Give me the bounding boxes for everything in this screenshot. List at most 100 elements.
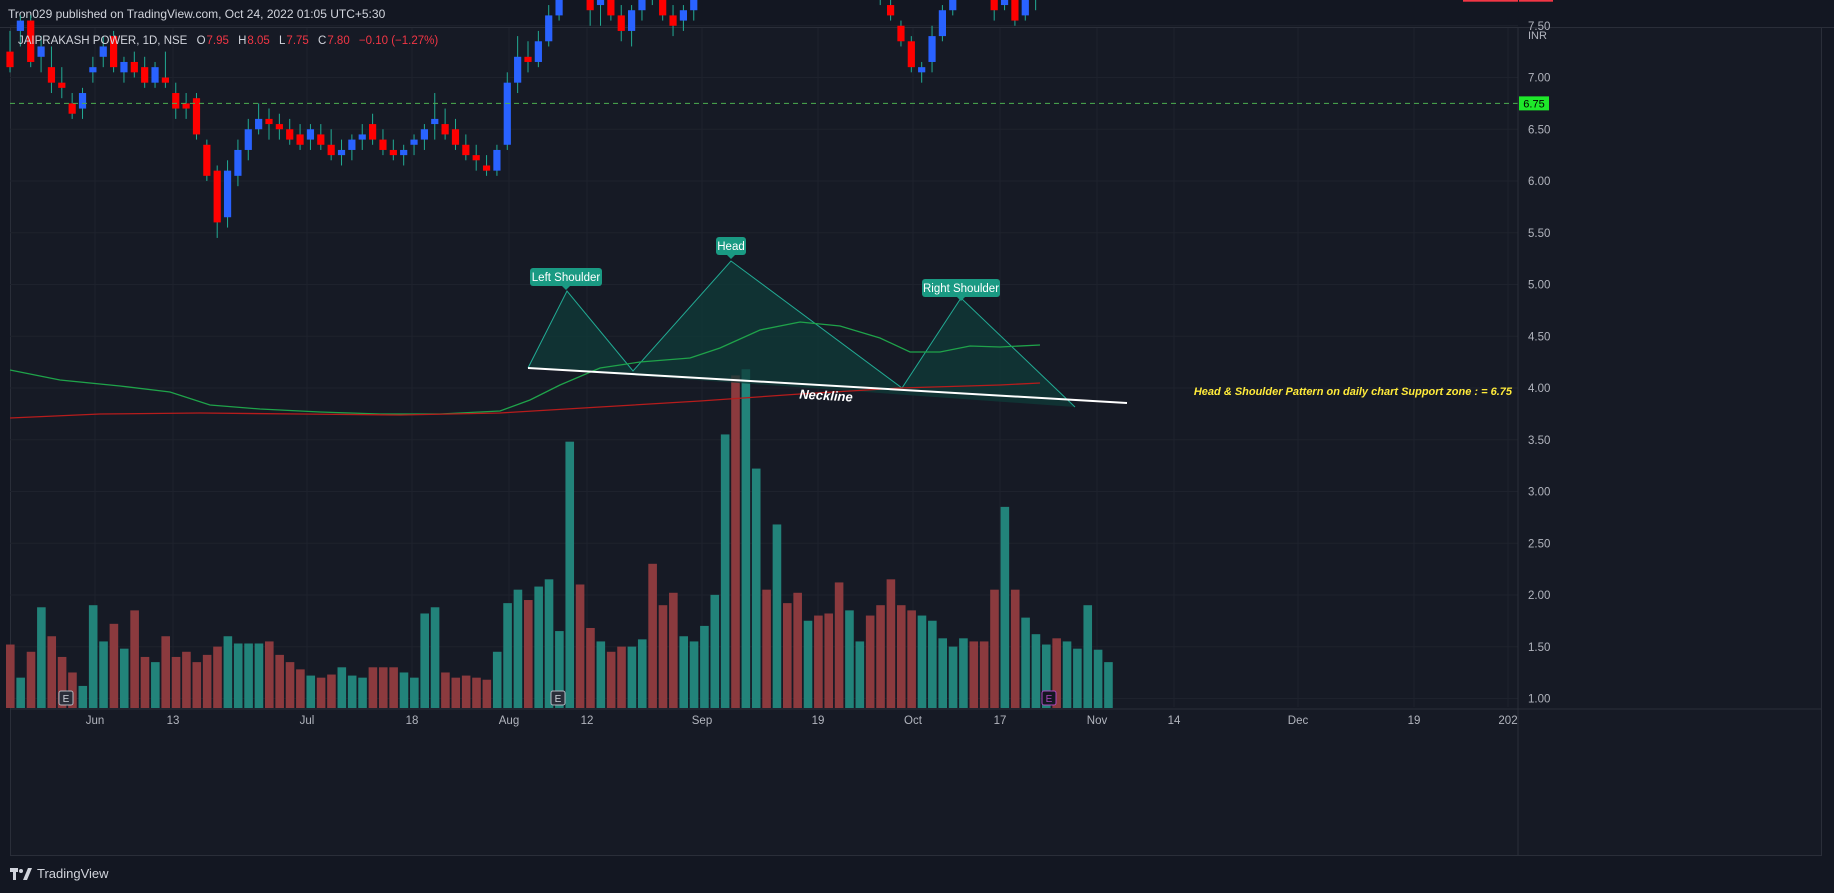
tradingview-logo[interactable]: TradingView <box>10 866 109 881</box>
support-note: Head & Shoulder Pattern on daily chart S… <box>1194 386 1513 398</box>
candle-body <box>327 144 335 156</box>
volume-bar <box>658 605 668 708</box>
volume-bar <box>420 613 429 708</box>
candle-body <box>141 67 149 83</box>
volume-bar <box>327 674 336 708</box>
candle-body <box>1021 0 1029 16</box>
volume-bar <box>1062 641 1072 708</box>
overlays: Neckline Left Shoulder Head Right Shoulder H… <box>10 102 1518 706</box>
candle-body <box>255 118 263 130</box>
head-label-text: Head <box>717 241 745 253</box>
change-value: −0.10 (−1.27%) <box>358 35 439 47</box>
volume-bar <box>762 589 771 708</box>
volume-bar <box>99 641 108 708</box>
candle-body <box>16 20 24 31</box>
neckline-label: Neckline <box>799 386 853 404</box>
volume-bar <box>793 592 802 708</box>
volume-bar <box>907 610 916 708</box>
y-tick-label: 5.50 <box>1528 228 1550 240</box>
candle-body <box>306 129 315 140</box>
volume-bar <box>751 468 761 708</box>
candle-body <box>120 61 128 73</box>
volume-bar <box>513 589 523 708</box>
volume-bar <box>244 643 253 708</box>
candle-body <box>938 10 946 37</box>
volume-bar <box>606 651 616 708</box>
right-shoulder-label-pointer <box>957 297 965 301</box>
earnings-marker-box <box>58 690 74 706</box>
volume-bar <box>741 369 751 708</box>
y-tick-label: 1.00 <box>1528 694 1550 706</box>
volume-bar <box>1073 648 1082 708</box>
candle-body <box>690 0 698 11</box>
volume-bar <box>876 605 885 708</box>
volume-bar <box>37 607 46 708</box>
head-label-pointer <box>727 255 735 259</box>
candle-body <box>348 139 356 150</box>
left-shoulder-label: Left Shoulder <box>530 268 602 290</box>
candle-body <box>907 41 915 68</box>
earnings-marker: E <box>550 690 566 706</box>
candle-body <box>545 15 553 42</box>
candlesticks <box>6 0 1037 238</box>
candle-body <box>265 118 273 125</box>
volume-bar <box>78 685 88 708</box>
chart-frame[interactable] <box>10 27 1822 856</box>
candle-body <box>47 67 56 83</box>
candle-body <box>410 139 418 145</box>
y-tick-label: 2.50 <box>1528 538 1550 550</box>
candle-body <box>482 165 491 171</box>
volume-bar <box>202 654 212 708</box>
earnings-marker-text: E <box>63 694 70 705</box>
candle-body <box>949 0 957 11</box>
volume-bar <box>617 646 626 708</box>
volume-bar <box>1042 644 1051 708</box>
volume-bar <box>130 610 139 708</box>
y-tick-label: 4.50 <box>1528 331 1550 343</box>
volume-bar <box>928 620 937 708</box>
volume-bar <box>1093 649 1103 708</box>
x-tick-label: Jul <box>300 715 315 727</box>
volume-bar <box>171 656 181 708</box>
earnings-marker-box <box>1041 690 1057 706</box>
volume-bar <box>213 646 222 708</box>
volume-bar <box>710 594 720 708</box>
head-label: Head <box>716 237 746 259</box>
open-label: O <box>196 35 206 47</box>
candle-body <box>617 15 625 31</box>
candle-body <box>6 51 14 68</box>
candle-body <box>99 46 107 57</box>
head-label-bg <box>716 237 746 255</box>
y-tick-label: 2.00 <box>1528 590 1550 602</box>
candle-body <box>493 149 501 171</box>
volume-bar <box>503 603 512 708</box>
candle-body <box>223 170 232 218</box>
candle-body <box>918 67 926 73</box>
symbol-legend[interactable]: JAIPRAKASH POWER, 1D, NSE O7.95 H8.05 L7… <box>18 35 438 47</box>
candle-body <box>192 98 201 135</box>
volume-bar <box>1031 634 1041 708</box>
volume-bar <box>151 662 160 708</box>
ma-long-line <box>9 382 1041 419</box>
earnings-marker-text: E <box>1046 694 1053 705</box>
right-shoulder-label-text: Right Shoulder <box>923 283 999 295</box>
left-shoulder-label-text: Left Shoulder <box>532 272 601 284</box>
last-price-text: 7.80 <box>1525 0 1546 2</box>
volume-bar <box>544 579 554 708</box>
candle-body <box>400 149 408 156</box>
candle-body <box>596 0 605 6</box>
currency-label: INR <box>1528 30 1547 42</box>
volume-bar <box>6 644 15 708</box>
volume-bar <box>969 641 979 708</box>
volume-bar <box>1052 638 1061 708</box>
y-tick-label: 6.00 <box>1528 176 1550 188</box>
x-tick-label: 202 <box>1498 715 1517 727</box>
candle-body <box>68 103 76 114</box>
candle-body <box>244 129 252 150</box>
volume-bar <box>917 615 927 708</box>
volume-bar <box>990 589 999 708</box>
y-tick-label: 4.00 <box>1528 383 1550 395</box>
volume-bar <box>959 638 968 708</box>
high-value: 8.05 <box>247 35 270 47</box>
